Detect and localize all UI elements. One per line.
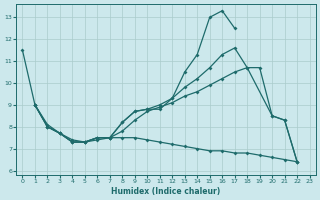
- X-axis label: Humidex (Indice chaleur): Humidex (Indice chaleur): [111, 187, 221, 196]
